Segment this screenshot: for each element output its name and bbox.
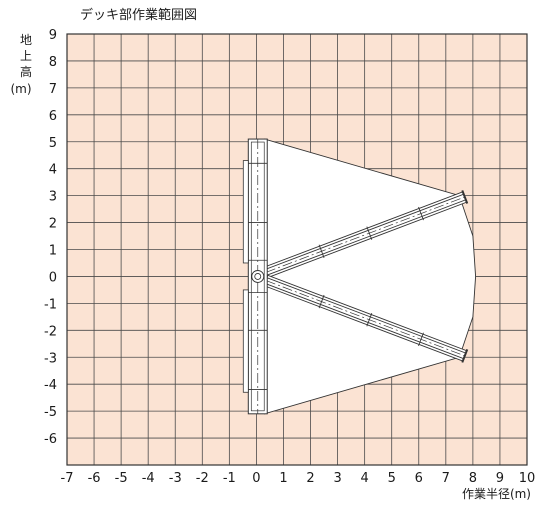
y-tick-label: 5: [49, 136, 57, 151]
boom-tip-2: [461, 349, 469, 363]
x-tick-label: 8: [469, 471, 477, 486]
y-tick-label: -6: [44, 432, 57, 447]
pivot-inner: [254, 273, 262, 280]
diagram-title: デッキ部作業範囲図: [80, 7, 197, 23]
boom-joint-1: [366, 226, 373, 240]
y-label-char-4: (m): [10, 82, 31, 96]
boom-joint-2: [418, 332, 424, 347]
y-tick-label: 3: [49, 190, 57, 205]
x-tick-label: -1: [223, 471, 236, 486]
pivot-circle: [251, 269, 265, 283]
y-axis-label: 地 上 高 (m): [10, 33, 32, 96]
boom-tip-1: [461, 190, 469, 204]
x-tick-label: -3: [169, 471, 182, 486]
y-tick-label: 7: [49, 82, 57, 97]
y-tick-label: -4: [44, 378, 57, 393]
y-tick-label: 6: [49, 109, 57, 124]
y-tick-label: -3: [44, 351, 57, 366]
y-tick-label: 0: [49, 270, 57, 285]
y-tick-label: 1: [49, 244, 57, 259]
y-tick-label: -5: [44, 405, 57, 420]
y-label-char-1: 地: [20, 33, 32, 47]
boom-joint-1: [418, 206, 424, 221]
y-tick-label: -1: [44, 297, 57, 312]
y-tick-label: 4: [49, 163, 57, 178]
x-tick-label: 6: [415, 471, 423, 486]
x-tick-label: 10: [519, 471, 536, 486]
deck-structure: [242, 138, 268, 415]
x-tick-label: 9: [496, 471, 504, 486]
y-label-char-3: 高: [20, 64, 32, 79]
y-tick-labels: 9 8 7 6 5 4 3 2 1 0 -1 -2 -3 -4 -5 -6: [44, 28, 57, 447]
deck-rail-lower: [242, 289, 249, 393]
boom-joint-2: [366, 312, 373, 327]
x-tick-label: -6: [88, 471, 101, 486]
x-tick-label: 4: [361, 471, 369, 486]
x-tick-labels: -7 -6 -5 -4 -3 -2 -1 0 1 2 3 4 5 6 7 8 9 10: [61, 471, 536, 486]
x-tick-label: 3: [333, 471, 341, 486]
plot-border: [66, 33, 528, 466]
x-tick-label: 7: [442, 471, 450, 486]
boom-joint-2: [318, 294, 325, 309]
x-tick-label: 2: [306, 471, 314, 486]
x-tick-label: 5: [388, 471, 396, 486]
y-tick-label: 9: [49, 28, 57, 43]
y-tick-label: 2: [49, 217, 57, 232]
x-tick-label: 0: [252, 471, 260, 486]
x-tick-label: 1: [279, 471, 287, 486]
x-tick-label: -5: [115, 471, 128, 486]
x-tick-label: -7: [61, 471, 74, 486]
deck-rail-upper: [242, 160, 249, 264]
x-tick-label: -2: [196, 471, 209, 486]
x-axis-label: 作業半径(m): [462, 487, 531, 501]
x-tick-label: -4: [142, 471, 155, 486]
boom-joint-1: [318, 244, 325, 258]
y-label-char-2: 上: [20, 49, 32, 63]
y-tick-label: -2: [44, 324, 57, 339]
y-tick-label: 8: [49, 55, 57, 70]
